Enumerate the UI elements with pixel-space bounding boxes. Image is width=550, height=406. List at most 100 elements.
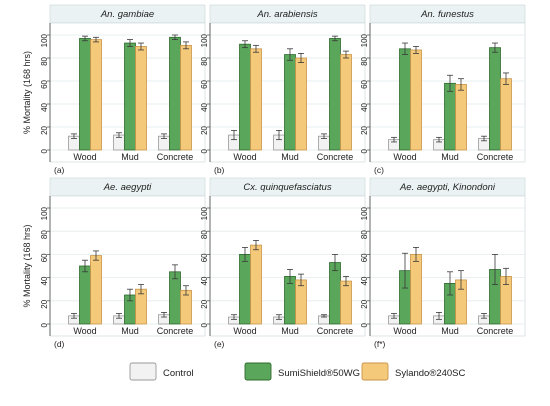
panel-title: An. arabiensis — [256, 9, 317, 20]
y-tick-label: 40 — [360, 276, 369, 285]
y-tick-label: 100 — [360, 206, 369, 220]
y-tick-label: 0 — [360, 148, 369, 153]
bar — [340, 280, 352, 325]
y-tick-label: 100 — [40, 206, 49, 220]
bar — [500, 78, 512, 151]
x-tick-label: Mud — [121, 152, 139, 162]
panel-label: (d) — [54, 339, 65, 349]
y-tick-label: 40 — [40, 102, 49, 111]
x-tick-label: Concrete — [317, 326, 354, 336]
panel-title: Ae. aegypti, Kinondoni — [399, 182, 496, 193]
bar — [250, 48, 262, 151]
bar — [455, 84, 467, 151]
bar — [295, 279, 307, 325]
bar — [180, 44, 192, 151]
bar — [329, 38, 341, 151]
y-tick-label: 20 — [40, 125, 49, 134]
bar — [444, 82, 456, 151]
bar — [329, 262, 341, 325]
x-tick-label: Wood — [233, 152, 256, 162]
bar — [180, 289, 192, 325]
y-tick-label: 40 — [40, 276, 49, 285]
legend-swatch — [244, 362, 272, 381]
bar — [169, 271, 181, 325]
y-tick-label: 80 — [40, 56, 49, 65]
x-tick-label: Mud — [281, 326, 299, 336]
x-tick-label: Mud — [121, 326, 139, 336]
panel-title: An. funestus — [420, 9, 474, 20]
bar — [135, 46, 147, 151]
y-tick-label: 0 — [40, 148, 49, 153]
panel-label: (c) — [374, 165, 384, 175]
x-tick-label: Concrete — [477, 326, 514, 336]
panel-label: (f*) — [374, 339, 386, 349]
y-tick-label: 20 — [40, 299, 49, 308]
x-tick-label: Mud — [441, 152, 459, 162]
y-tick-label: 80 — [360, 56, 369, 65]
x-tick-label: Concrete — [317, 152, 354, 162]
y-tick-label: 60 — [200, 79, 209, 88]
y-tick-label: 80 — [360, 230, 369, 239]
panel-label: (a) — [54, 165, 65, 175]
y-tick-label: 100 — [360, 33, 369, 47]
x-tick-label: Concrete — [477, 152, 514, 162]
x-tick-label: Wood — [73, 152, 96, 162]
bar — [239, 253, 251, 325]
x-tick-label: Mud — [281, 152, 299, 162]
panel-title: An. gambiae — [100, 9, 154, 20]
y-tick-label: 40 — [200, 102, 209, 111]
bar — [124, 42, 136, 151]
bar — [410, 49, 422, 151]
y-tick-label: 80 — [40, 230, 49, 239]
bar — [90, 255, 102, 325]
bar — [169, 36, 181, 151]
y-tick-label: 60 — [200, 253, 209, 262]
bar — [295, 57, 307, 151]
x-tick-label: Wood — [233, 326, 256, 336]
y-tick-label: 0 — [200, 148, 209, 153]
y-axis-title: % Mortality (168 hrs) — [22, 51, 32, 134]
panel-title: Ae. aegypti — [103, 182, 152, 193]
y-axis-title: % Mortality (168 hrs) — [22, 224, 32, 307]
y-tick-label: 60 — [360, 79, 369, 88]
bar — [340, 54, 352, 151]
x-tick-label: Concrete — [157, 152, 194, 162]
y-tick-label: 80 — [200, 230, 209, 239]
y-tick-label: 40 — [200, 276, 209, 285]
y-tick-label: 100 — [200, 33, 209, 47]
y-tick-label: 0 — [200, 322, 209, 327]
y-tick-label: 20 — [360, 299, 369, 308]
x-tick-label: Wood — [393, 326, 416, 336]
legend-swatch — [129, 362, 157, 381]
legend-label: Control — [163, 368, 194, 379]
panel-label: (e) — [214, 339, 225, 349]
bar — [284, 54, 296, 151]
panel-title: Cx. quinquefasciatus — [243, 182, 331, 193]
y-tick-label: 40 — [360, 102, 369, 111]
bar — [399, 48, 411, 151]
bar — [410, 253, 422, 325]
x-tick-label: Wood — [73, 326, 96, 336]
bar — [135, 288, 147, 325]
bar — [79, 265, 91, 325]
y-tick-label: 0 — [40, 322, 49, 327]
bar — [90, 39, 102, 151]
x-tick-label: Concrete — [157, 326, 194, 336]
legend-label: SumiShield®50WG — [278, 368, 360, 379]
bar — [489, 47, 501, 151]
panel-label: (b) — [214, 165, 225, 175]
bar — [239, 43, 251, 151]
y-tick-label: 60 — [40, 79, 49, 88]
legend-label: Sylando®240SC — [395, 368, 466, 379]
y-tick-label: 100 — [40, 33, 49, 47]
y-tick-label: 100 — [200, 206, 209, 220]
y-tick-label: 60 — [40, 253, 49, 262]
y-tick-label: 80 — [200, 56, 209, 65]
y-tick-label: 60 — [360, 253, 369, 262]
bar — [79, 38, 91, 151]
x-tick-label: Mud — [441, 326, 459, 336]
x-tick-label: Wood — [393, 152, 416, 162]
y-tick-label: 0 — [360, 322, 369, 327]
